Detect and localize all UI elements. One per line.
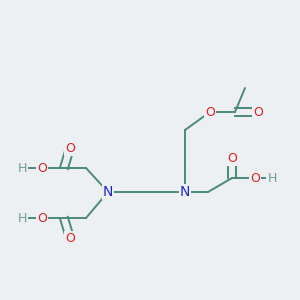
Text: H: H (17, 212, 27, 224)
Text: O: O (250, 172, 260, 184)
Text: O: O (65, 142, 75, 154)
Text: O: O (227, 152, 237, 164)
Text: O: O (37, 212, 47, 224)
Text: O: O (253, 106, 263, 118)
Text: N: N (103, 185, 113, 199)
Text: N: N (180, 185, 190, 199)
Text: H: H (267, 172, 277, 184)
Text: O: O (37, 161, 47, 175)
Text: O: O (65, 232, 75, 244)
Text: H: H (17, 161, 27, 175)
Text: O: O (205, 106, 215, 118)
